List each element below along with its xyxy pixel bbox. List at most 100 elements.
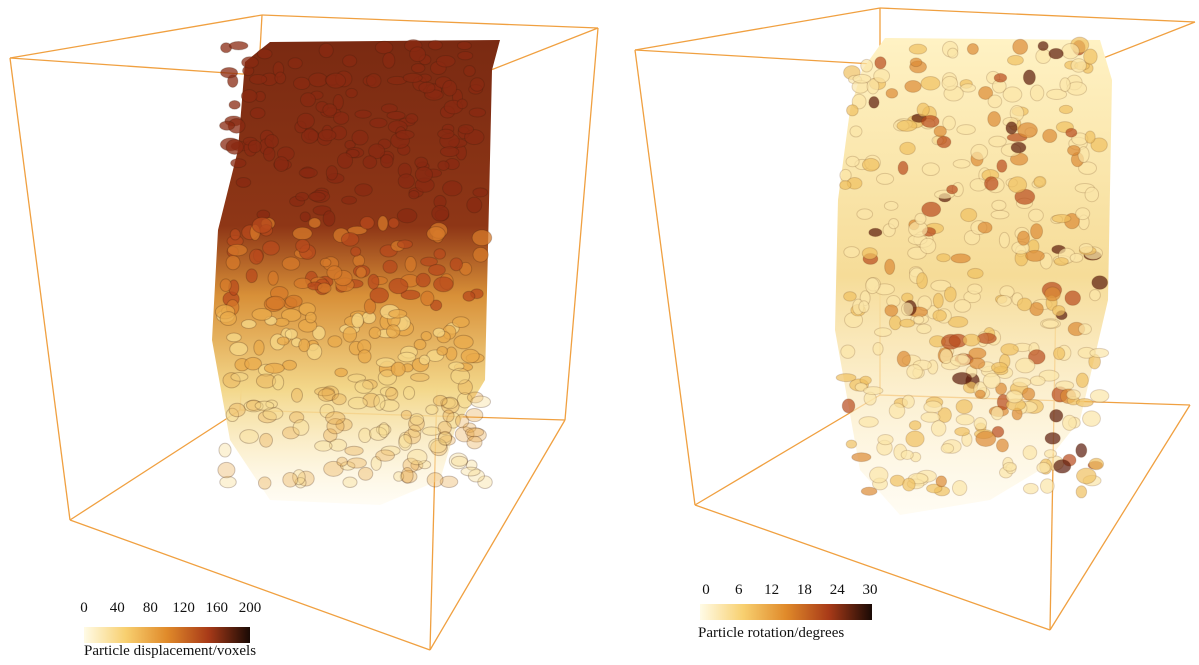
particle <box>369 327 381 338</box>
particle <box>323 104 337 116</box>
particle <box>1062 44 1079 59</box>
particle <box>241 90 257 103</box>
particle <box>885 259 895 274</box>
particle <box>397 240 412 249</box>
particle <box>886 88 898 98</box>
particle <box>405 257 416 272</box>
particle <box>897 351 910 367</box>
particle <box>944 287 956 302</box>
particle <box>846 440 856 448</box>
particle <box>906 431 924 447</box>
colorbar-label: Particle displacement/voxels <box>84 643 256 659</box>
particle <box>898 161 908 174</box>
particle <box>1001 344 1019 356</box>
particle <box>326 73 346 88</box>
colorbar-tick-label: 80 <box>143 600 158 616</box>
particle <box>352 130 368 145</box>
particle <box>950 355 970 367</box>
particle <box>900 142 916 154</box>
particle <box>991 210 1009 219</box>
colorbar-tick-label: 40 <box>110 600 125 616</box>
particle <box>1089 458 1104 469</box>
particle <box>917 103 929 116</box>
particle <box>1066 390 1080 400</box>
particle <box>343 477 357 488</box>
particle <box>309 73 328 87</box>
particle <box>419 82 435 93</box>
particle <box>917 324 931 334</box>
particle <box>920 238 936 253</box>
particle <box>1049 48 1064 59</box>
particle <box>971 144 988 160</box>
particle <box>921 115 939 127</box>
particle <box>1070 253 1083 262</box>
particle <box>862 248 877 260</box>
particle <box>383 260 397 273</box>
particle <box>864 387 883 395</box>
particle <box>465 428 483 437</box>
particle <box>1022 388 1034 400</box>
particle <box>876 173 893 184</box>
particle <box>952 372 971 384</box>
particle <box>265 134 278 148</box>
particle <box>229 403 245 416</box>
particle <box>1076 468 1096 484</box>
particle <box>410 47 426 62</box>
particle <box>296 192 309 201</box>
colorbar-tick-label: 6 <box>735 582 743 598</box>
particle <box>266 296 285 309</box>
particle <box>1036 49 1051 64</box>
particle <box>397 209 417 223</box>
particle <box>1040 479 1054 494</box>
particle <box>1023 483 1038 494</box>
particle <box>248 140 261 152</box>
particle <box>1030 85 1043 101</box>
particle <box>875 57 886 69</box>
particle <box>914 316 924 324</box>
particle <box>309 192 325 201</box>
particle <box>907 365 923 379</box>
particle <box>954 300 970 313</box>
particle <box>978 222 992 233</box>
particle <box>427 473 443 487</box>
particle <box>988 112 1001 127</box>
particle <box>909 44 926 54</box>
particle <box>941 443 953 453</box>
particle <box>1068 145 1081 155</box>
particle <box>327 266 342 280</box>
particle <box>1054 460 1071 474</box>
particle <box>436 56 455 68</box>
particle <box>374 395 385 411</box>
particle <box>231 372 248 381</box>
particle <box>1056 381 1074 390</box>
particle <box>957 125 976 135</box>
particle <box>319 43 333 57</box>
particle <box>1060 78 1070 92</box>
particle <box>1011 142 1026 153</box>
particle <box>342 196 357 204</box>
particle <box>401 468 413 484</box>
colorbar-tick-label: 0 <box>80 600 88 616</box>
particle <box>452 317 469 328</box>
particle <box>1026 250 1045 261</box>
particle <box>368 274 379 289</box>
particle <box>288 58 302 69</box>
particle <box>467 197 482 213</box>
particle <box>988 95 1002 108</box>
particle <box>991 362 1007 372</box>
particle <box>299 168 317 178</box>
particle <box>1017 298 1031 311</box>
particle <box>381 154 393 167</box>
particle <box>466 409 483 422</box>
particle <box>438 161 449 171</box>
particle <box>285 295 302 307</box>
particle <box>318 130 336 141</box>
particle <box>889 219 899 229</box>
particle <box>376 450 395 461</box>
particle <box>473 247 488 262</box>
particle <box>337 153 352 169</box>
particle <box>969 348 986 359</box>
particle <box>1071 59 1086 73</box>
particle <box>989 136 1007 147</box>
particle <box>844 292 857 301</box>
